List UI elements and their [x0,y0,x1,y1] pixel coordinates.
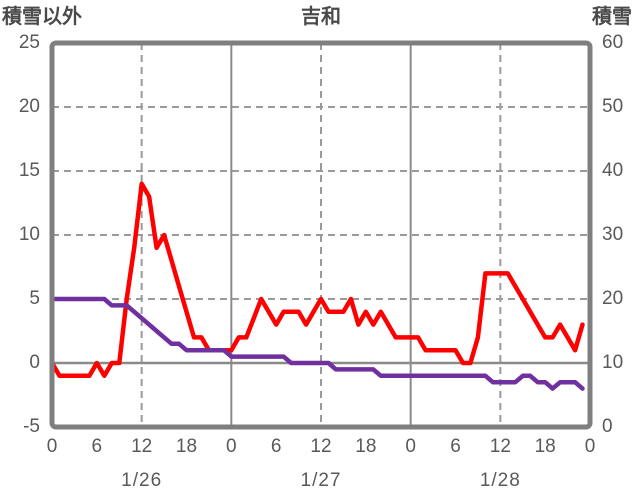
hour-tick-label: 0 [46,436,58,457]
hour-tick-label: 0 [405,436,416,457]
left-tick-label: 20 [18,96,40,117]
hour-tick-label: 12 [310,436,332,457]
hour-tick-label: 0 [226,436,237,457]
hour-tick-label: 12 [489,436,511,457]
hour-tick-label: 18 [355,436,377,457]
right-tick-label: 60 [602,32,624,53]
right-tick-label: 50 [602,96,624,117]
hour-tick-label: 6 [450,436,461,457]
chart-title: 吉和 [301,6,341,28]
day-label: 1/27 [300,470,342,491]
series-line-1 [49,296,585,391]
left-tick-label: 25 [18,32,40,53]
hour-tick-label: 18 [175,436,198,457]
right-axis-title: 積雪 [592,6,632,28]
right-tick-label: 0 [602,416,613,437]
day-label: 1/26 [121,470,163,491]
hour-tick-label: 6 [91,436,103,457]
hour-tick-label: 12 [131,436,153,457]
right-tick-label: 10 [602,352,624,373]
left-tick-label: 0 [29,352,40,373]
left-tick-label: 15 [18,160,40,181]
left-tick-label: 5 [29,288,40,309]
left-axis-title: 積雪以外 [2,6,82,28]
hour-tick-label: 18 [534,436,556,457]
day-label: 1/28 [479,470,521,491]
left-tick-label: 10 [18,224,40,245]
right-tick-label: 30 [602,224,624,245]
plot-frame [49,40,593,430]
right-tick-label: 20 [602,288,624,309]
hour-tick-label: 0 [584,436,596,457]
series-line-0 [49,181,585,379]
right-tick-label: 40 [602,160,624,181]
hour-tick-label: 6 [270,436,282,457]
left-tick-label: -5 [23,416,40,437]
